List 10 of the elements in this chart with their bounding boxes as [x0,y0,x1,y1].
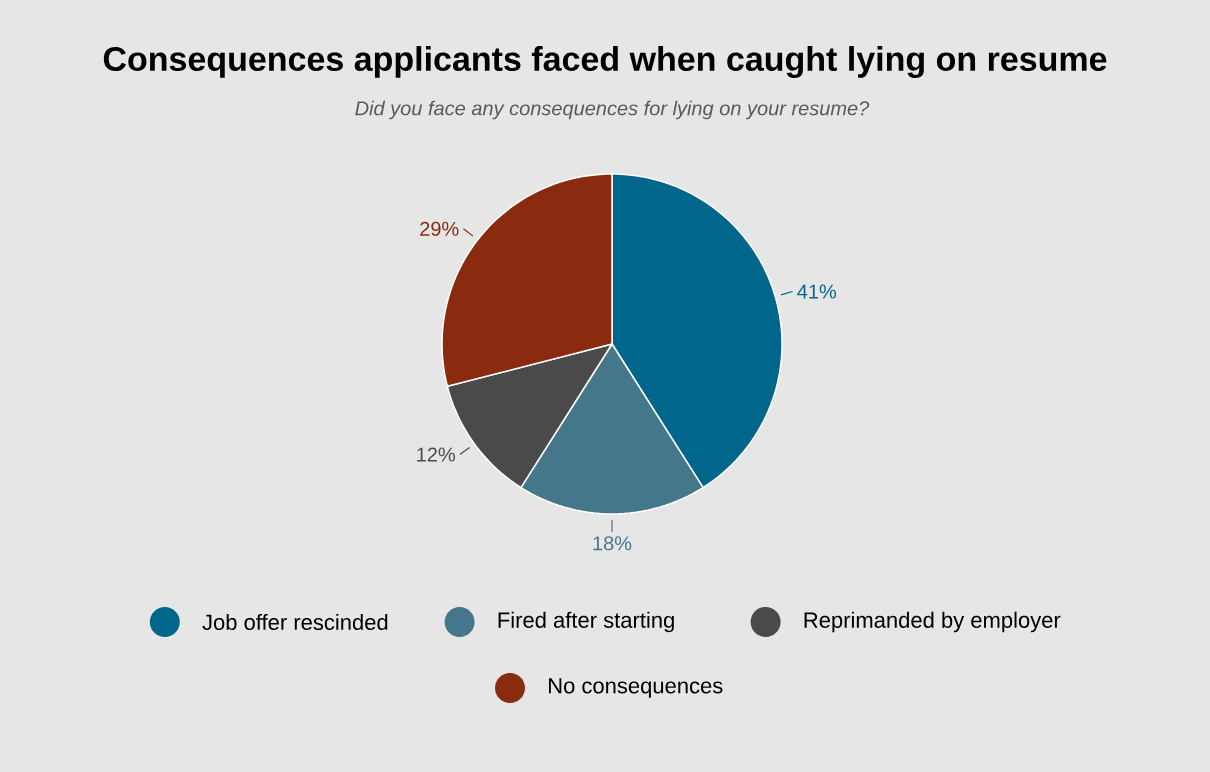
data-label: 18% [593,536,632,551]
chart-title: Consequences applicants faced when caught lying on resume [103,46,1107,78]
legend-label: Reprimanded by employer [804,611,1061,633]
data-label: 29% [420,221,459,236]
data-label: 41% [797,284,837,299]
chart-subtitle: Did you face any consequences for lying on your resume? [355,100,870,120]
data-label: 12% [417,447,455,462]
legend-label: No consequences [549,678,723,698]
legend-label: Job offer rescinded [202,613,388,631]
legend-label: Fired after starting [498,611,674,633]
